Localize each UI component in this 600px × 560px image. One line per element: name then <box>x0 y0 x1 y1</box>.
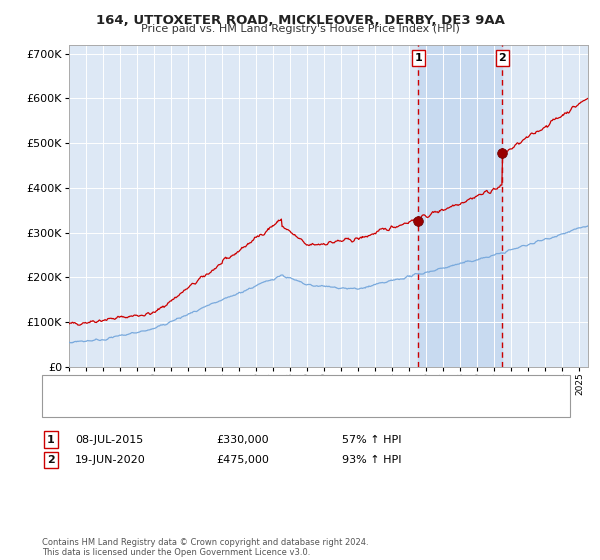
Text: 2: 2 <box>499 53 506 63</box>
Text: 08-JUL-2015: 08-JUL-2015 <box>75 435 143 445</box>
Text: 57% ↑ HPI: 57% ↑ HPI <box>342 435 401 445</box>
Text: £475,000: £475,000 <box>216 455 269 465</box>
Text: 164, UTTOXETER ROAD, MICKLEOVER, DERBY, DE3 9AA (detached house): 164, UTTOXETER ROAD, MICKLEOVER, DERBY, … <box>90 382 450 392</box>
Text: 164, UTTOXETER ROAD, MICKLEOVER, DERBY, DE3 9AA: 164, UTTOXETER ROAD, MICKLEOVER, DERBY, … <box>95 14 505 27</box>
Text: Contains HM Land Registry data © Crown copyright and database right 2024.
This d: Contains HM Land Registry data © Crown c… <box>42 538 368 557</box>
Text: Price paid vs. HM Land Registry's House Price Index (HPI): Price paid vs. HM Land Registry's House … <box>140 24 460 34</box>
Text: 1: 1 <box>415 53 422 63</box>
Text: £330,000: £330,000 <box>216 435 269 445</box>
Text: 2: 2 <box>47 455 55 465</box>
Text: HPI: Average price, detached house, City of Derby: HPI: Average price, detached house, City… <box>90 402 335 412</box>
Text: 19-JUN-2020: 19-JUN-2020 <box>75 455 146 465</box>
Bar <box>418 45 502 367</box>
Text: 93% ↑ HPI: 93% ↑ HPI <box>342 455 401 465</box>
Text: 1: 1 <box>47 435 55 445</box>
